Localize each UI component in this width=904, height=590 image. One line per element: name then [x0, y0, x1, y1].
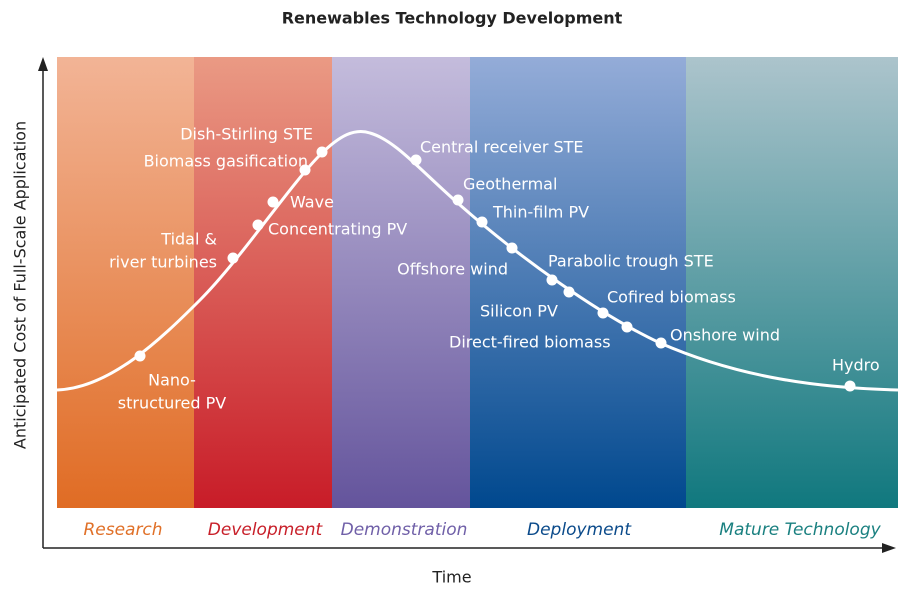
dot — [227, 252, 239, 264]
dot — [546, 274, 558, 286]
dot — [655, 337, 667, 349]
dot — [316, 146, 328, 158]
technology-label: Geothermal — [463, 175, 557, 194]
technology-labels: Nano-structured PV Tidal & river turbines C… — [109, 125, 880, 413]
stage-label: Mature Technology — [719, 520, 881, 540]
technology-label: Concentrating PV — [268, 220, 407, 239]
dot — [563, 286, 575, 298]
stage-label: Research — [83, 520, 162, 540]
stage-band — [332, 57, 470, 508]
technology-label: Central receiver STE — [420, 138, 584, 157]
technology-label: structured PV — [118, 394, 227, 413]
technology-label: Dish-Stirling STE — [180, 125, 313, 144]
technology-label: Nano- — [148, 371, 196, 390]
stage-label: Deployment — [527, 520, 632, 540]
technology-label: Direct-fired biomass — [449, 333, 611, 352]
dots — [134, 146, 856, 392]
stage-label: Demonstration — [341, 520, 468, 540]
dot — [844, 380, 856, 392]
y-arrow — [38, 57, 48, 71]
technology-label: river turbines — [109, 253, 217, 272]
dot — [410, 154, 422, 166]
x-axis-label: Time — [431, 568, 471, 587]
stage-band — [57, 57, 194, 508]
technology-label: Thin-film PV — [492, 203, 589, 222]
technology-label: Hydro — [832, 356, 880, 375]
stage-band — [470, 57, 686, 508]
dot — [476, 216, 488, 228]
dot — [252, 219, 264, 231]
stage-label: Development — [208, 520, 324, 540]
dot — [621, 321, 633, 333]
cost-curve — [56, 130, 899, 392]
dot — [267, 196, 279, 208]
technology-label: Biomass gasification — [144, 152, 308, 171]
technology-label: Parabolic trough STE — [548, 252, 714, 271]
technology-label: Cofired biomass — [607, 288, 736, 307]
dot — [597, 307, 609, 319]
dot — [452, 194, 464, 206]
dot — [299, 164, 311, 176]
technology-label: Tidal & — [160, 230, 217, 249]
technology-label: Onshore wind — [670, 326, 780, 345]
stage-band — [686, 57, 898, 508]
technology-label: Offshore wind — [397, 260, 508, 279]
technology-label: Silicon PV — [480, 302, 558, 321]
technology-label: Wave — [290, 193, 334, 212]
dot — [506, 242, 518, 254]
title: Renewables Technology Development — [282, 9, 623, 28]
dot — [134, 350, 146, 362]
x-arrow — [882, 543, 896, 553]
y-axis-label: Anticipated Cost of Full-Scale Applicati… — [11, 121, 30, 449]
